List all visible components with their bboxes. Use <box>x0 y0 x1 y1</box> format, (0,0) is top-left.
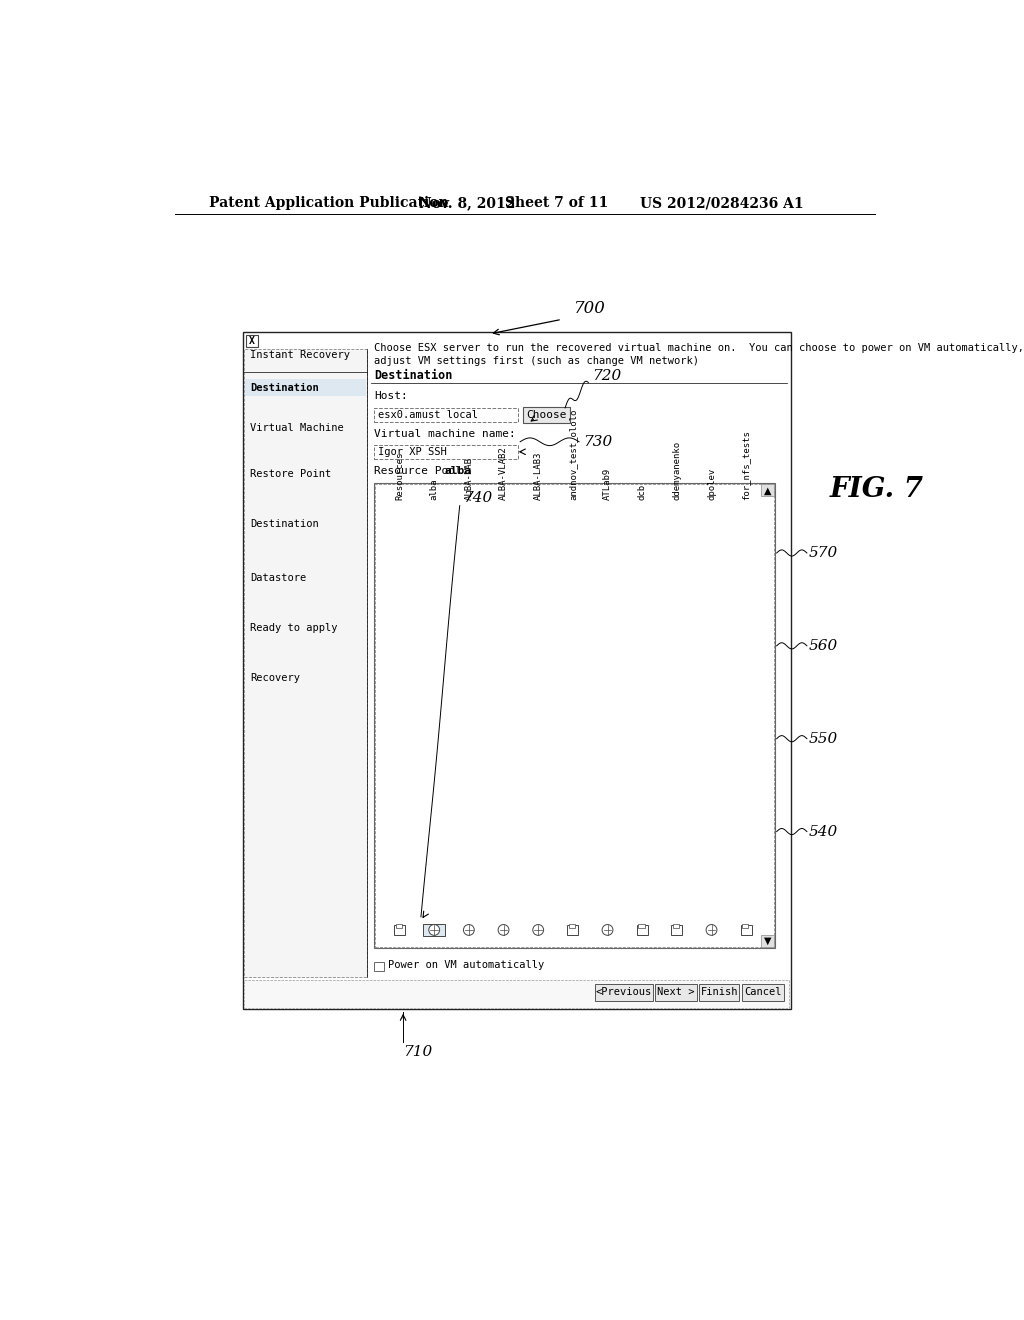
Bar <box>375 408 518 422</box>
Text: Recovery: Recovery <box>251 673 300 684</box>
Text: adjust VM settings first (such as change VM network): adjust VM settings first (such as change… <box>375 355 699 366</box>
Text: X: X <box>249 335 255 346</box>
Bar <box>423 924 445 936</box>
Text: 550: 550 <box>809 731 838 746</box>
Text: Power on VM automatically: Power on VM automatically <box>388 961 544 970</box>
Text: Sheet 7 of 11: Sheet 7 of 11 <box>506 197 608 210</box>
Bar <box>673 924 679 928</box>
Text: 700: 700 <box>573 300 605 317</box>
Bar <box>245 379 366 396</box>
Text: ALBA-LAB: ALBA-LAB <box>464 457 473 500</box>
Text: Destination: Destination <box>251 519 319 529</box>
Text: Restore Point: Restore Point <box>251 469 332 479</box>
Circle shape <box>532 924 544 936</box>
Text: Choose ESX server to run the recovered virtual machine on.  You can choose to po: Choose ESX server to run the recovered v… <box>375 343 1024 354</box>
Bar <box>246 335 258 347</box>
Text: dcb: dcb <box>638 484 647 500</box>
Text: Nov. 8, 2012: Nov. 8, 2012 <box>419 197 515 210</box>
Text: 730: 730 <box>583 434 612 449</box>
Text: Datastore: Datastore <box>251 573 307 583</box>
Bar <box>375 445 518 459</box>
Text: <Previous: <Previous <box>596 987 652 998</box>
Text: 720: 720 <box>592 370 622 383</box>
Text: for_nfs_tests: for_nfs_tests <box>741 430 751 500</box>
Bar <box>569 924 575 928</box>
Text: Next >: Next > <box>657 987 694 998</box>
Bar <box>672 925 682 935</box>
Text: 740: 740 <box>464 491 493 506</box>
Bar <box>742 924 749 928</box>
Bar <box>394 925 404 935</box>
Text: Destination: Destination <box>375 370 453 381</box>
FancyBboxPatch shape <box>655 983 697 1001</box>
Bar <box>243 331 791 1010</box>
Text: Destination: Destination <box>251 383 319 393</box>
Bar <box>761 935 773 946</box>
FancyBboxPatch shape <box>741 983 783 1001</box>
Text: esx0.amust local: esx0.amust local <box>378 409 478 420</box>
Text: dpolev: dpolev <box>707 469 716 500</box>
Bar <box>740 925 752 935</box>
Text: ALBA-VLAB2: ALBA-VLAB2 <box>499 446 508 500</box>
Text: FIG. 7: FIG. 7 <box>829 477 924 503</box>
Text: 570: 570 <box>809 546 838 560</box>
Text: andnov_test_ololo: andnov_test_ololo <box>568 409 578 500</box>
Bar <box>375 961 384 970</box>
Circle shape <box>707 924 717 936</box>
Text: 560: 560 <box>809 639 838 653</box>
Text: alba: alba <box>430 479 438 500</box>
Text: ddemyanenko: ddemyanenko <box>673 441 681 500</box>
Text: ▲: ▲ <box>764 486 771 495</box>
Bar <box>638 924 644 928</box>
Text: ALBA-LAB3: ALBA-LAB3 <box>534 451 543 500</box>
Text: Choose: Choose <box>526 409 566 420</box>
Text: Ready to apply: Ready to apply <box>251 623 338 634</box>
Bar <box>375 483 775 948</box>
Bar <box>637 925 647 935</box>
Text: Cancel: Cancel <box>744 987 781 998</box>
Text: Patent Application Publication: Patent Application Publication <box>209 197 449 210</box>
Circle shape <box>464 924 474 936</box>
FancyBboxPatch shape <box>523 407 569 422</box>
Text: 540: 540 <box>809 825 838 838</box>
Text: Resource Pool:: Resource Pool: <box>375 466 469 477</box>
Text: Host:: Host: <box>375 391 409 400</box>
Text: Virtual Machine: Virtual Machine <box>251 422 344 433</box>
FancyBboxPatch shape <box>699 983 739 1001</box>
Text: ▼: ▼ <box>764 936 771 945</box>
Text: US 2012/0284236 A1: US 2012/0284236 A1 <box>640 197 803 210</box>
Bar <box>567 925 579 935</box>
Circle shape <box>602 924 613 936</box>
Bar <box>245 979 790 1007</box>
Text: ATLab9: ATLab9 <box>603 469 612 500</box>
Text: Instant Recovery: Instant Recovery <box>251 350 350 360</box>
Text: Igor XP SSH: Igor XP SSH <box>378 446 447 457</box>
Text: 710: 710 <box>403 1044 432 1059</box>
Circle shape <box>498 924 509 936</box>
Text: alba: alba <box>444 466 471 477</box>
Text: Finish: Finish <box>700 987 738 998</box>
Bar <box>395 924 401 928</box>
Circle shape <box>429 924 439 936</box>
Bar <box>761 484 773 496</box>
Bar <box>245 348 367 977</box>
Text: Resources: Resources <box>395 451 404 500</box>
FancyBboxPatch shape <box>595 983 652 1001</box>
Bar <box>375 484 774 946</box>
Text: Virtual machine name:: Virtual machine name: <box>375 429 516 440</box>
